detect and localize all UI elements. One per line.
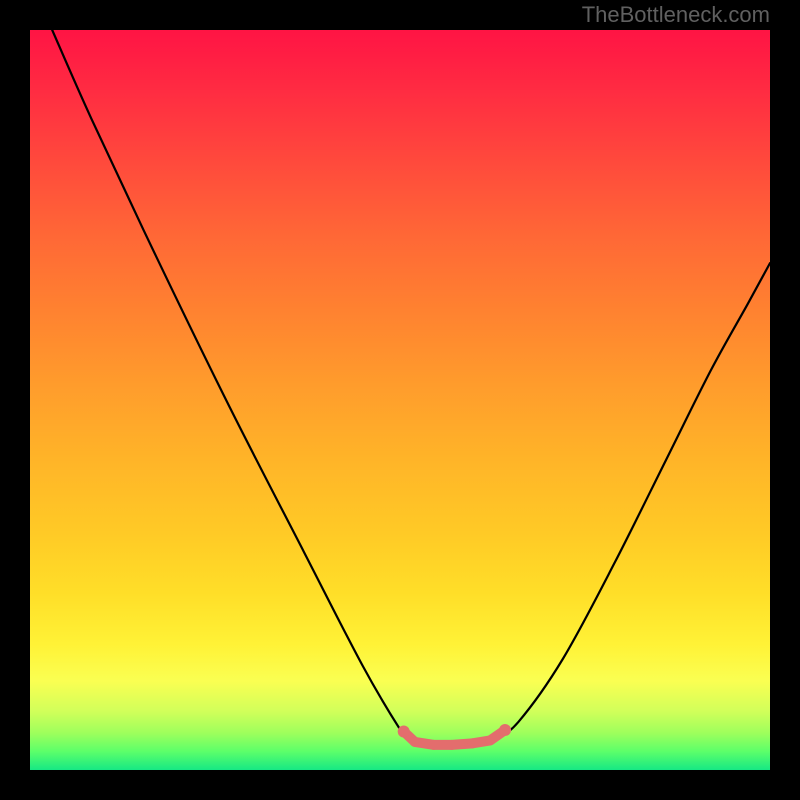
chart-svg	[0, 0, 800, 800]
chart-stage: TheBottleneck.com	[0, 0, 800, 800]
watermark-text: TheBottleneck.com	[582, 2, 770, 28]
valley-highlight-endpoint	[499, 724, 511, 736]
valley-highlight-endpoint	[398, 726, 410, 738]
plot-area	[30, 30, 770, 770]
